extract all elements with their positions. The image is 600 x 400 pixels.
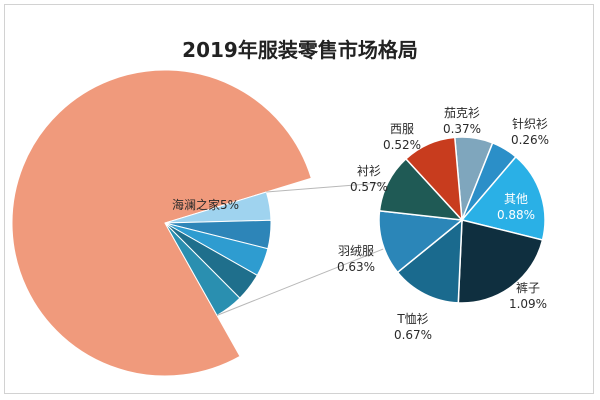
slice-name-label: 羽绒服 (338, 244, 374, 258)
slice-value-label: 0.88% (497, 208, 535, 222)
slice-T恤衫 (396, 218, 463, 304)
slice-name-label: 其他 (504, 192, 528, 206)
slice-value-label: 0.67% (394, 328, 432, 342)
slice-name-label: T恤衫 (396, 312, 428, 326)
slice-main-remainder (11, 69, 312, 377)
slice-value-label: 0.26% (511, 133, 549, 147)
slice-value-label: 0.57% (350, 180, 388, 194)
slice-羽绒服 (378, 209, 464, 274)
connector-line-top (266, 182, 386, 193)
slice-name-label: 茄克衫 (444, 106, 480, 120)
slice-name-label: 针织衫 (512, 116, 548, 131)
slice-value-label: 1.09% (509, 297, 547, 311)
slice-name-label: 裤子 (516, 281, 540, 295)
slice-value-label: 0.52% (383, 138, 421, 152)
slice-西服 (404, 136, 463, 223)
connector-line-bottom (216, 248, 384, 316)
slice-value-label: 0.37% (443, 122, 481, 136)
slice-name-label: 西服 (390, 122, 414, 136)
slice-value-label: 0.63% (337, 260, 375, 274)
slice-其他 (460, 155, 546, 241)
slice-name-label: 衬衫 (357, 164, 381, 178)
main-slice-label: 海澜之家5% (172, 197, 239, 212)
chart-title: 2019年服装零售市场格局 (182, 38, 418, 62)
slice-裤子 (457, 219, 544, 304)
